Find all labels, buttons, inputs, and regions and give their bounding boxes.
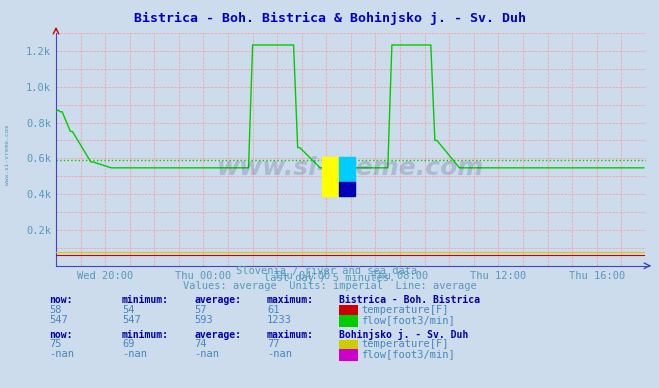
- Text: Values: average  Units: imperial  Line: average: Values: average Units: imperial Line: av…: [183, 281, 476, 291]
- Text: 547: 547: [122, 315, 140, 325]
- Text: -nan: -nan: [267, 349, 292, 359]
- Text: 1233: 1233: [267, 315, 292, 325]
- Text: -nan: -nan: [194, 349, 219, 359]
- Text: temperature[F]: temperature[F]: [361, 305, 449, 315]
- Text: 75: 75: [49, 339, 62, 349]
- Text: flow[foot3/min]: flow[foot3/min]: [361, 315, 455, 325]
- Text: 61: 61: [267, 305, 279, 315]
- Bar: [339, 182, 355, 196]
- Text: www.si-vreme.com: www.si-vreme.com: [217, 156, 484, 180]
- Text: 593: 593: [194, 315, 213, 325]
- Text: minimum:: minimum:: [122, 295, 169, 305]
- Text: now:: now:: [49, 329, 73, 340]
- Text: Bistrica - Boh. Bistrica & Bohinjsko j. - Sv. Duh: Bistrica - Boh. Bistrica & Bohinjsko j. …: [134, 12, 525, 26]
- Text: 58: 58: [49, 305, 62, 315]
- Text: 54: 54: [122, 305, 134, 315]
- Text: minimum:: minimum:: [122, 329, 169, 340]
- Text: Slovenia / river and sea data.: Slovenia / river and sea data.: [236, 265, 423, 275]
- Text: 547: 547: [49, 315, 68, 325]
- Text: average:: average:: [194, 295, 241, 305]
- Text: average:: average:: [194, 329, 241, 340]
- Text: Bistrica - Boh. Bistrica: Bistrica - Boh. Bistrica: [339, 295, 480, 305]
- Text: temperature[F]: temperature[F]: [361, 339, 449, 349]
- Text: -nan: -nan: [122, 349, 147, 359]
- Text: flow[foot3/min]: flow[foot3/min]: [361, 349, 455, 359]
- Text: last day / 5 minutes.: last day / 5 minutes.: [264, 273, 395, 283]
- Text: 57: 57: [194, 305, 207, 315]
- Text: -nan: -nan: [49, 349, 74, 359]
- Bar: [322, 156, 339, 196]
- Text: 69: 69: [122, 339, 134, 349]
- Text: now:: now:: [49, 295, 73, 305]
- Text: www.si-vreme.com: www.si-vreme.com: [5, 125, 11, 185]
- Bar: [339, 156, 355, 182]
- Text: 77: 77: [267, 339, 279, 349]
- Text: maximum:: maximum:: [267, 329, 314, 340]
- Text: maximum:: maximum:: [267, 295, 314, 305]
- Text: Bohinjsko j. - Sv. Duh: Bohinjsko j. - Sv. Duh: [339, 329, 469, 340]
- Text: 74: 74: [194, 339, 207, 349]
